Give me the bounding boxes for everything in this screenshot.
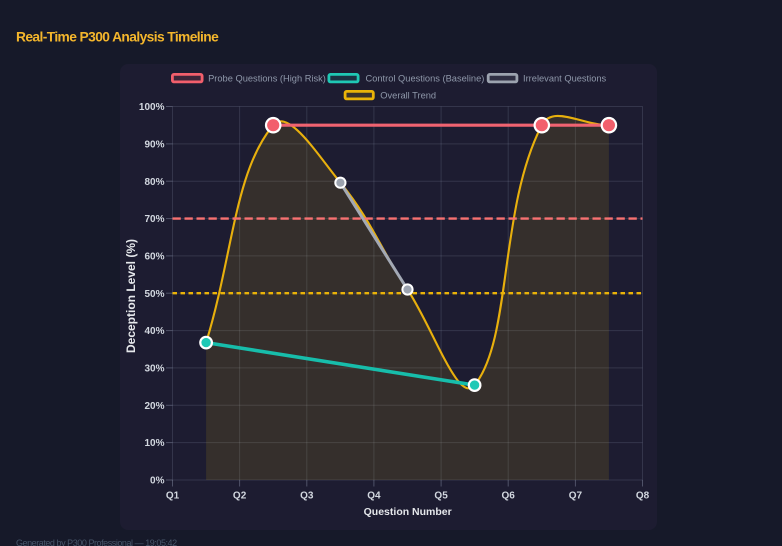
svg-text:Q7: Q7 (569, 491, 583, 502)
svg-text:80%: 80% (144, 177, 164, 188)
svg-text:Q8: Q8 (636, 491, 650, 502)
svg-text:Real-Time P300 Analysis Timeli: Real-Time P300 Analysis Timeline (16, 30, 219, 45)
svg-text:20%: 20% (144, 401, 164, 412)
svg-text:Generated by P300 Professional: Generated by P300 Professional — 19:05:4… (16, 538, 177, 546)
svg-text:Q1: Q1 (166, 491, 180, 502)
svg-text:0%: 0% (150, 476, 165, 487)
svg-text:50%: 50% (144, 289, 164, 300)
svg-text:40%: 40% (144, 326, 164, 337)
svg-text:Q6: Q6 (502, 491, 516, 502)
svg-text:60%: 60% (144, 252, 164, 263)
svg-text:Irrelevant Questions: Irrelevant Questions (523, 74, 607, 84)
svg-text:90%: 90% (144, 140, 164, 151)
svg-text:100%: 100% (139, 102, 165, 113)
svg-text:Q5: Q5 (434, 491, 448, 502)
svg-text:Q4: Q4 (367, 491, 381, 502)
svg-text:Q2: Q2 (233, 491, 247, 502)
svg-text:10%: 10% (144, 438, 164, 449)
svg-text:Question Number: Question Number (364, 506, 452, 518)
svg-text:Overall Trend: Overall Trend (380, 91, 436, 101)
svg-text:Probe Questions (High Risk): Probe Questions (High Risk) (208, 74, 326, 84)
svg-text:Q3: Q3 (300, 491, 314, 502)
svg-text:70%: 70% (144, 214, 164, 225)
svg-text:Control Questions (Baseline): Control Questions (Baseline) (366, 74, 485, 84)
svg-text:30%: 30% (144, 364, 164, 375)
svg-text:Deception Level (%): Deception Level (%) (124, 239, 138, 353)
